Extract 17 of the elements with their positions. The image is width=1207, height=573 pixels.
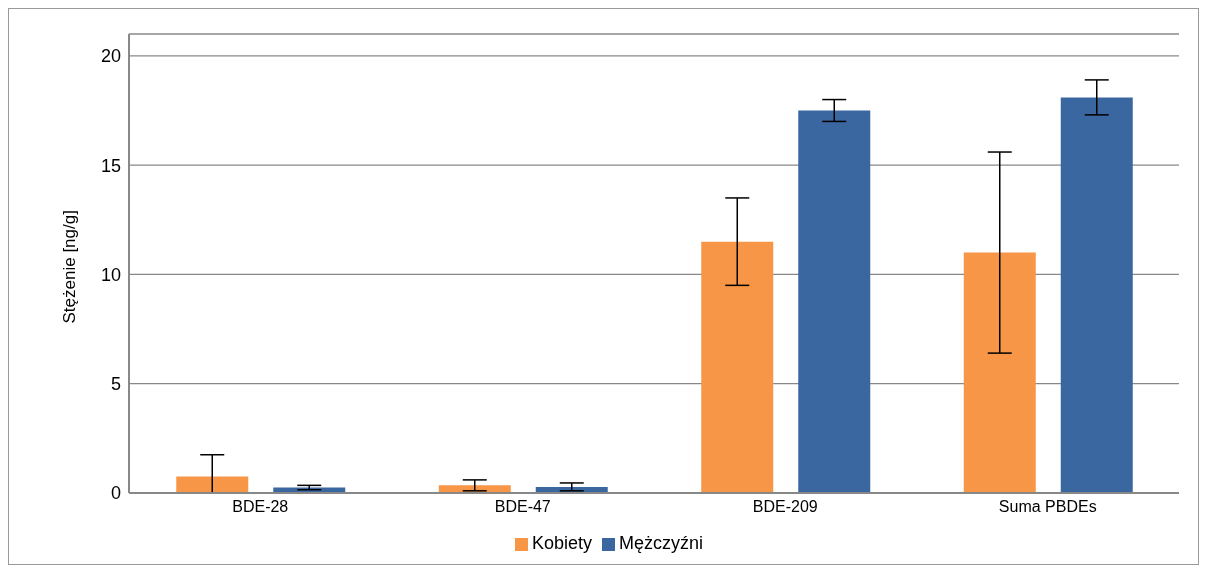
bar xyxy=(963,252,1036,493)
y-tick-label: 15 xyxy=(100,155,121,176)
y-tick-label: 5 xyxy=(110,374,121,395)
x-tick-label: BDE-47 xyxy=(494,498,551,516)
x-tick-label: BDE-28 xyxy=(232,498,289,516)
y-tick-label: 20 xyxy=(100,46,121,67)
bar xyxy=(798,110,871,493)
legend-label: Mężczyźni xyxy=(619,533,704,553)
y-tick-label: 10 xyxy=(100,264,121,285)
bar xyxy=(1060,97,1133,493)
bar xyxy=(701,241,774,493)
y-axis-title: Stężenie [ng/g] xyxy=(60,210,80,324)
y-tick-label: 0 xyxy=(110,483,121,504)
x-tick-label: Suma PBDEs xyxy=(998,498,1097,516)
bar xyxy=(176,476,249,493)
legend-label: Kobiety xyxy=(531,533,593,553)
x-tick-label: BDE-209 xyxy=(752,498,818,516)
